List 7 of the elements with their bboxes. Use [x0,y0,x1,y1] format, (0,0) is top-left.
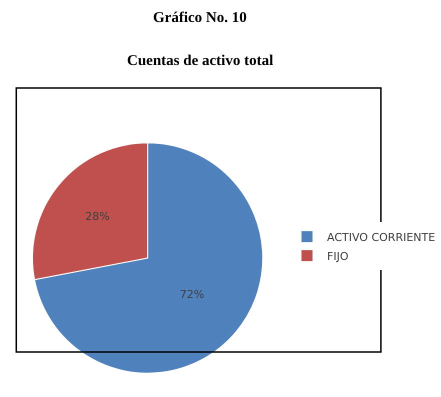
chart-subtitle: Cuentas de activo total [127,53,274,69]
data-label: 28% [85,210,110,224]
legend-label: FIJO [327,250,349,263]
chart-title: Gráfico No. 10 [153,10,247,26]
pie-slice [34,142,264,374]
data-label: 72% [180,288,204,302]
legend-label: ACTIVO CORRIENTE [327,230,436,244]
